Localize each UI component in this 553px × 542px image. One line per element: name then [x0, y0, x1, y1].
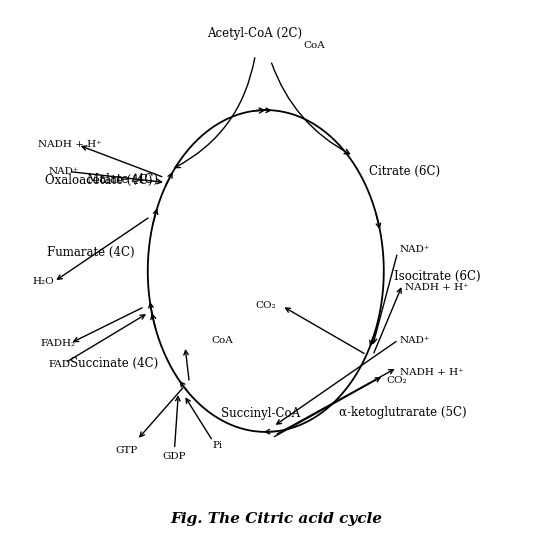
Text: α-ketoglutrarate (5C): α-ketoglutrarate (5C): [339, 406, 467, 420]
Text: CO₂: CO₂: [255, 301, 276, 311]
Text: H₂O: H₂O: [33, 277, 54, 286]
Text: Oxaloacetate (4C): Oxaloacetate (4C): [45, 174, 152, 187]
Text: CO₂: CO₂: [387, 377, 407, 385]
Text: Malate (4C): Malate (4C): [87, 173, 158, 186]
Text: NAD⁺: NAD⁺: [49, 167, 79, 176]
Text: FADH₂: FADH₂: [40, 339, 76, 348]
Text: FAD: FAD: [49, 360, 71, 370]
Text: Succinate (4C): Succinate (4C): [70, 357, 158, 370]
Text: Succinyl-CoA: Succinyl-CoA: [221, 406, 300, 420]
Text: GTP: GTP: [115, 446, 138, 455]
Text: NAD⁺: NAD⁺: [400, 336, 430, 345]
Text: NADH + H⁺: NADH + H⁺: [400, 369, 463, 377]
Text: NAD⁺: NAD⁺: [400, 245, 430, 254]
Text: Pi: Pi: [212, 441, 222, 450]
Text: NADH + H⁺: NADH + H⁺: [38, 140, 101, 150]
Text: Isocitrate (6C): Isocitrate (6C): [394, 270, 481, 283]
Text: Acetyl-CoA (2C): Acetyl-CoA (2C): [207, 27, 302, 40]
Text: Citrate (6C): Citrate (6C): [369, 165, 441, 178]
Text: Fig. The Citric acid cycle: Fig. The Citric acid cycle: [170, 512, 383, 526]
Text: NADH + H⁺: NADH + H⁺: [405, 282, 469, 292]
Text: Fumarate (4C): Fumarate (4C): [47, 246, 134, 259]
Text: CoA: CoA: [304, 41, 325, 50]
Text: GDP: GDP: [163, 451, 186, 461]
Text: CoA: CoA: [212, 336, 233, 345]
